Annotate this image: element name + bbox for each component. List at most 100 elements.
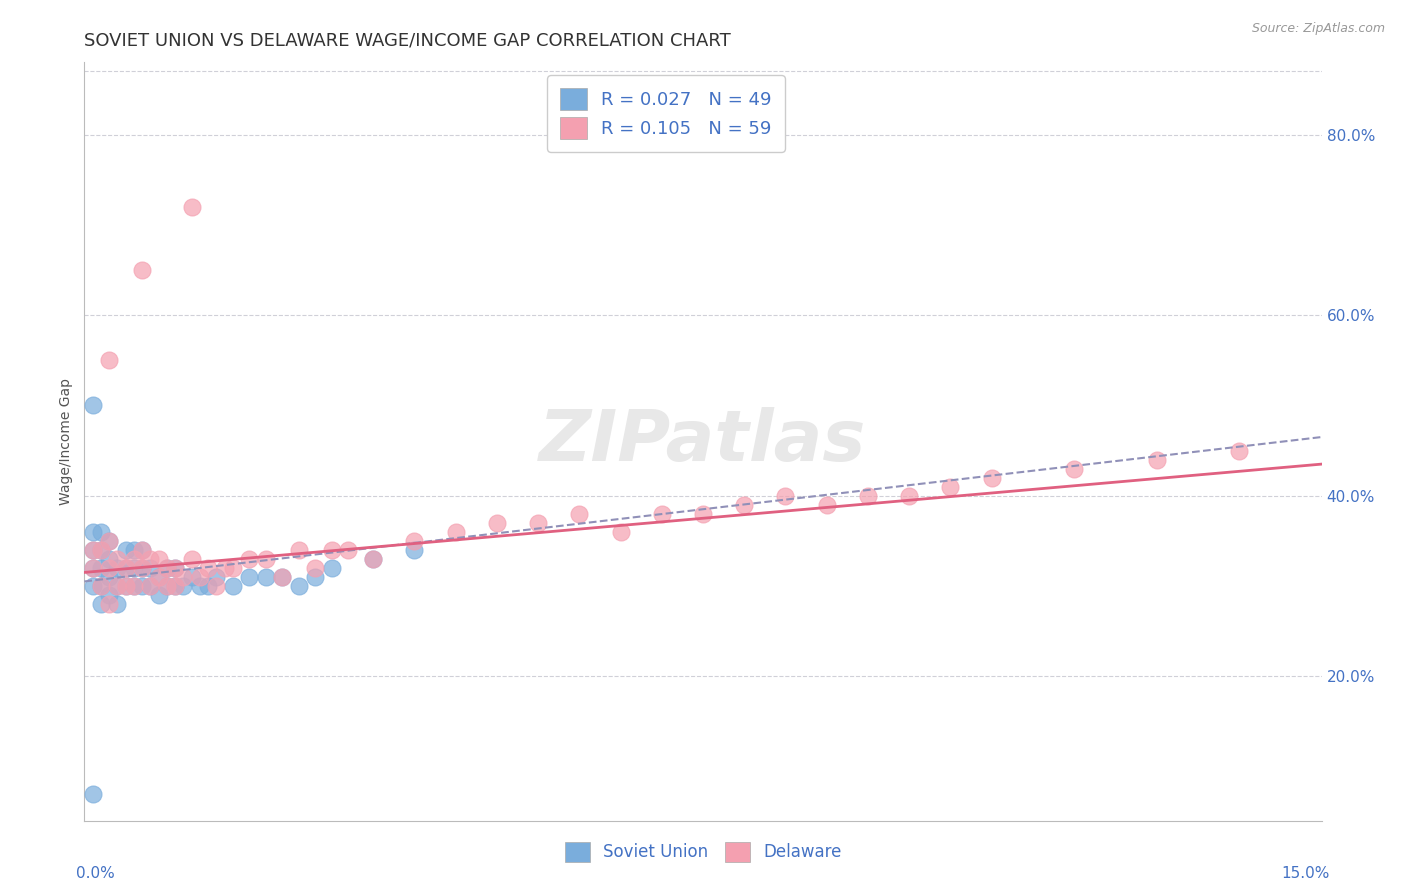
Point (815, 498, 838, 512)
Point (165, 561, 187, 575)
Point (98, 552, 121, 566)
Point (238, 570, 260, 584)
Point (90, 561, 112, 575)
Point (139, 579, 162, 593)
Point (856, 489, 879, 503)
Point (444, 524, 467, 539)
Point (254, 570, 277, 584)
Point (122, 579, 145, 593)
Point (733, 498, 755, 512)
Point (98, 561, 121, 575)
Point (205, 570, 228, 584)
Point (214, 561, 236, 575)
Point (321, 542, 343, 557)
Point (131, 542, 153, 557)
Point (82, 542, 104, 557)
Point (404, 533, 426, 548)
Point (188, 579, 211, 593)
Point (114, 561, 136, 575)
Point (122, 561, 145, 575)
Legend: Soviet Union, Delaware: Soviet Union, Delaware (557, 833, 849, 871)
Point (156, 561, 179, 575)
Point (980, 470, 1002, 484)
Point (188, 570, 211, 584)
Text: Source: ZipAtlas.com: Source: ZipAtlas.com (1251, 22, 1385, 36)
Point (197, 561, 219, 575)
Point (321, 561, 343, 575)
Point (148, 570, 170, 584)
Text: 0.0%: 0.0% (76, 866, 115, 880)
Point (98, 353, 121, 368)
Point (165, 579, 187, 593)
Point (82, 579, 104, 593)
Point (180, 552, 202, 566)
Point (1227, 443, 1250, 458)
Point (939, 480, 962, 494)
Point (114, 561, 136, 575)
Point (105, 552, 128, 566)
Point (222, 579, 245, 593)
Point (156, 561, 179, 575)
Point (139, 579, 162, 593)
Point (122, 552, 145, 566)
Point (105, 579, 128, 593)
Point (82, 542, 104, 557)
Point (90, 579, 112, 593)
Point (114, 579, 136, 593)
Point (156, 579, 179, 593)
Point (90, 579, 112, 593)
Point (1146, 452, 1168, 467)
Point (165, 561, 187, 575)
Point (361, 552, 384, 566)
Point (361, 552, 384, 566)
Point (82, 399, 104, 413)
Point (148, 588, 170, 602)
Point (197, 579, 219, 593)
Point (82, 561, 104, 575)
Point (105, 597, 128, 611)
Point (271, 570, 294, 584)
Point (148, 552, 170, 566)
Legend: R = 0.027   N = 49, R = 0.105   N = 59: R = 0.027 N = 49, R = 0.105 N = 59 (547, 75, 785, 152)
Point (205, 579, 228, 593)
Point (238, 552, 260, 566)
Point (775, 489, 797, 503)
Point (288, 579, 311, 593)
Point (82, 561, 104, 575)
Point (568, 507, 591, 521)
Point (254, 552, 277, 566)
Point (82, 787, 104, 801)
Point (98, 588, 121, 602)
Point (131, 263, 153, 277)
Point (139, 561, 162, 575)
Point (165, 579, 187, 593)
Point (131, 579, 153, 593)
Point (609, 524, 631, 539)
Point (114, 542, 136, 557)
Point (98, 533, 121, 548)
Point (180, 570, 202, 584)
Point (898, 489, 921, 503)
Point (90, 542, 112, 557)
Point (139, 552, 162, 566)
Point (337, 542, 360, 557)
Point (114, 579, 136, 593)
Point (288, 542, 311, 557)
Point (271, 570, 294, 584)
Point (148, 570, 170, 584)
Point (131, 561, 153, 575)
Point (105, 561, 128, 575)
Point (82, 524, 104, 539)
Text: ZIPatlas: ZIPatlas (540, 407, 866, 476)
Point (90, 542, 112, 557)
Point (692, 507, 714, 521)
Point (527, 516, 550, 530)
Point (122, 542, 145, 557)
Point (98, 570, 121, 584)
Text: 15.0%: 15.0% (1281, 866, 1330, 880)
Point (404, 542, 426, 557)
Point (651, 507, 673, 521)
Point (172, 570, 194, 584)
Point (180, 200, 202, 214)
Point (98, 533, 121, 548)
